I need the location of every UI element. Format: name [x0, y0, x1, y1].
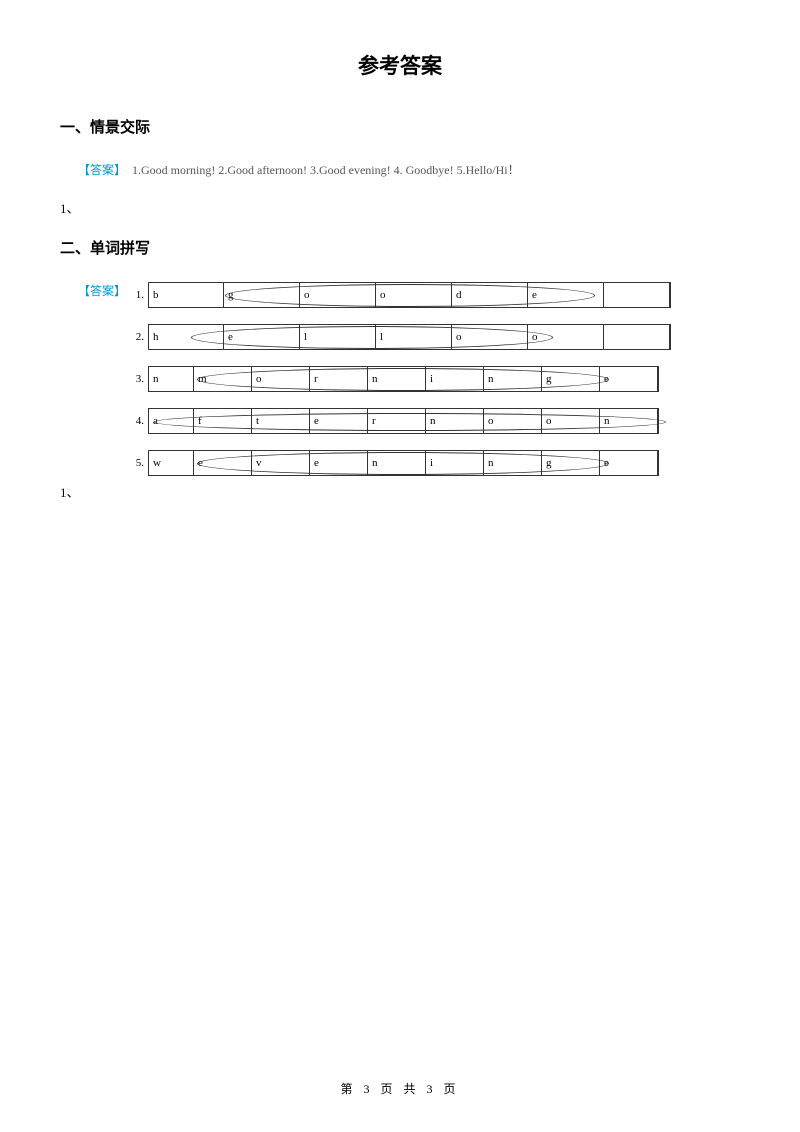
- section1-answer-label: 【答案】: [78, 161, 126, 178]
- section2-answer-block: 【答案】 1.bgoode2.helloo3.nmorninge4.aftern…: [60, 282, 740, 492]
- letter-grid: helloo: [148, 324, 671, 350]
- word-row-number: 4.: [124, 415, 144, 427]
- letter-cell: n: [484, 367, 542, 391]
- letter-cell: n: [484, 451, 542, 475]
- letter-cell: w: [149, 451, 194, 475]
- letter-cell: o: [452, 325, 528, 349]
- letter-cell: n: [426, 409, 484, 433]
- letter-cell: t: [252, 409, 310, 433]
- letter-cell: n: [368, 451, 426, 475]
- letter-cell: e: [600, 367, 658, 391]
- letter-cell: m: [194, 367, 252, 391]
- letter-cell: g: [542, 367, 600, 391]
- letter-cell: i: [426, 367, 484, 391]
- word-row-number: 2.: [124, 331, 144, 343]
- letter-grid: bgoode: [148, 282, 671, 308]
- letter-cell: e: [528, 283, 604, 307]
- letter-grid: afternoon: [148, 408, 659, 434]
- letter-cell: n: [149, 367, 194, 391]
- letter-cell: g: [542, 451, 600, 475]
- page-title: 参考答案: [60, 50, 740, 80]
- section1-title: 一、情景交际: [60, 116, 740, 137]
- letter-cell: [604, 325, 670, 349]
- word-row: 4.afternoon: [124, 408, 671, 434]
- letter-grid: weveninge: [148, 450, 659, 476]
- letter-cell: o: [376, 283, 452, 307]
- letter-cell: l: [300, 325, 376, 349]
- section1-index: 1、: [60, 198, 740, 217]
- letter-cell: r: [368, 409, 426, 433]
- letter-cell: a: [149, 409, 194, 433]
- letter-cell: o: [300, 283, 376, 307]
- letter-cell: o: [528, 325, 604, 349]
- word-row-number: 5.: [124, 457, 144, 469]
- letter-cell: e: [600, 451, 658, 475]
- letter-cell: o: [484, 409, 542, 433]
- letter-cell: n: [600, 409, 658, 433]
- letter-cell: d: [452, 283, 528, 307]
- letter-grid: nmorninge: [148, 366, 659, 392]
- letter-cell: e: [224, 325, 300, 349]
- word-row: 1.bgoode: [124, 282, 671, 308]
- letter-cell: n: [368, 367, 426, 391]
- letter-cell: [604, 283, 670, 307]
- word-row-number: 1.: [124, 289, 144, 301]
- word-row: 5.weveninge: [124, 450, 671, 476]
- letter-cell: e: [310, 409, 368, 433]
- word-row: 3.nmorninge: [124, 366, 671, 392]
- letter-cell: e: [194, 451, 252, 475]
- letter-cell: h: [149, 325, 224, 349]
- letter-cell: b: [149, 283, 224, 307]
- section1-answer-text: 1.Good morning! 2.Good afternoon! 3.Good…: [132, 161, 520, 178]
- section1-answer-row: 【答案】 1.Good morning! 2.Good afternoon! 3…: [60, 161, 740, 178]
- letter-cell: f: [194, 409, 252, 433]
- word-row: 2.helloo: [124, 324, 671, 350]
- section2-answer-label: 【答案】: [78, 282, 122, 299]
- letter-cell: l: [376, 325, 452, 349]
- letter-cell: v: [252, 451, 310, 475]
- letter-cell: o: [252, 367, 310, 391]
- letter-cell: g: [224, 283, 300, 307]
- word-row-number: 3.: [124, 373, 144, 385]
- letter-cell: r: [310, 367, 368, 391]
- letter-cell: e: [310, 451, 368, 475]
- page-footer: 第 3 页 共 3 页: [0, 1080, 800, 1097]
- letter-cell: o: [542, 409, 600, 433]
- letter-cell: i: [426, 451, 484, 475]
- section2-title: 二、单词拼写: [60, 237, 740, 258]
- word-list: 1.bgoode2.helloo3.nmorninge4.afternoon5.…: [124, 282, 671, 492]
